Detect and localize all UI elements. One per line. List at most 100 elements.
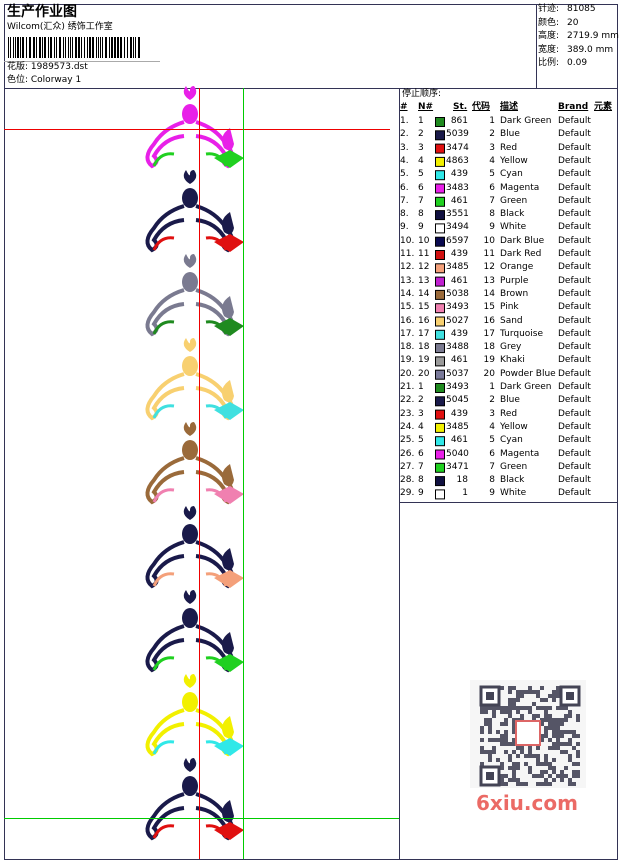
motif [222,128,234,151]
color-swatch [435,356,445,367]
needle: 16 [418,315,430,326]
code: 10 [483,235,495,246]
motif [222,296,234,319]
brand: Default [558,195,591,206]
bar [114,37,116,58]
bar [10,37,11,58]
qr-module [576,742,580,746]
motif [183,422,197,436]
qr-module [512,738,516,742]
qr-module [496,738,500,742]
code: 8 [489,475,495,486]
watermark: 6xiu.com [476,791,578,815]
qr-module [552,742,556,746]
bar [17,37,19,58]
qr-module [552,690,556,694]
motif [145,792,185,841]
code: 6 [489,448,495,459]
bar [98,37,99,58]
code: 11 [483,249,495,259]
qr-module [548,714,552,718]
needle: 4 [418,421,424,432]
color-swatch [435,343,445,354]
qr-module [560,734,564,738]
qr-module [488,738,492,742]
motif [214,570,244,588]
qr-module [508,710,512,714]
needle: 1 [418,382,424,392]
motif [214,738,244,756]
needle: 14 [418,288,430,299]
motif [214,402,244,420]
motif [214,150,244,168]
motif [152,236,175,251]
qr-module [508,778,512,782]
qr-module [564,750,568,754]
qr-module [488,758,492,762]
code: 12 [483,262,495,273]
motif [182,356,198,376]
qr-module [544,718,548,722]
motif [222,716,234,739]
bar [42,37,43,58]
qr-module [560,750,564,754]
qr-module [568,754,572,758]
row-index: 19. [400,355,415,366]
code: 6 [489,182,495,193]
qr-module [504,718,508,722]
description: Green [500,195,528,206]
qr-module [480,750,484,754]
row-index: 21. [400,382,415,392]
qr-module [504,734,508,738]
color-swatch [435,117,445,127]
qr-module [560,706,564,710]
qr-module [528,770,532,774]
qr-module [568,714,572,718]
qr-module [512,730,516,734]
bar [50,37,52,58]
qr-module [576,754,580,758]
needle: 5 [418,169,424,180]
motif [183,590,197,604]
needle: 8 [418,209,424,220]
qr-module [512,778,516,782]
qr-module [488,726,492,730]
description: Purple [500,275,529,286]
qr-module [552,726,556,730]
description: Yellow [500,421,528,432]
motif [183,254,197,268]
code: 7 [489,195,495,206]
qr-module [528,706,532,710]
qr-module [508,706,512,710]
qr-module [544,770,548,774]
motif [182,608,198,628]
qr-module [532,774,536,778]
code: 5 [489,435,495,446]
qr-module [516,766,520,770]
qr-module [560,770,564,774]
row-index: 15. [400,302,415,313]
row-index: 28. [400,475,415,486]
row-index: 1. [400,116,409,126]
qr-module [480,746,484,750]
bar [130,37,132,58]
qr-module [508,766,512,770]
needle: 7 [418,195,424,206]
code: 14 [483,288,495,299]
border [4,4,618,860]
brand: Default [558,408,591,419]
row-index: 8. [400,209,409,220]
bar [124,37,125,58]
needle: 5 [418,435,424,446]
stat-value: 0.09 [567,58,588,68]
brand: Default [558,328,591,339]
motif [183,758,197,772]
qr-module [532,690,536,694]
qr-module [548,762,552,766]
description: Brown [500,288,529,299]
qr-module [516,754,520,758]
qr-module [524,782,528,786]
motif [145,372,185,421]
qr-module [568,738,572,742]
